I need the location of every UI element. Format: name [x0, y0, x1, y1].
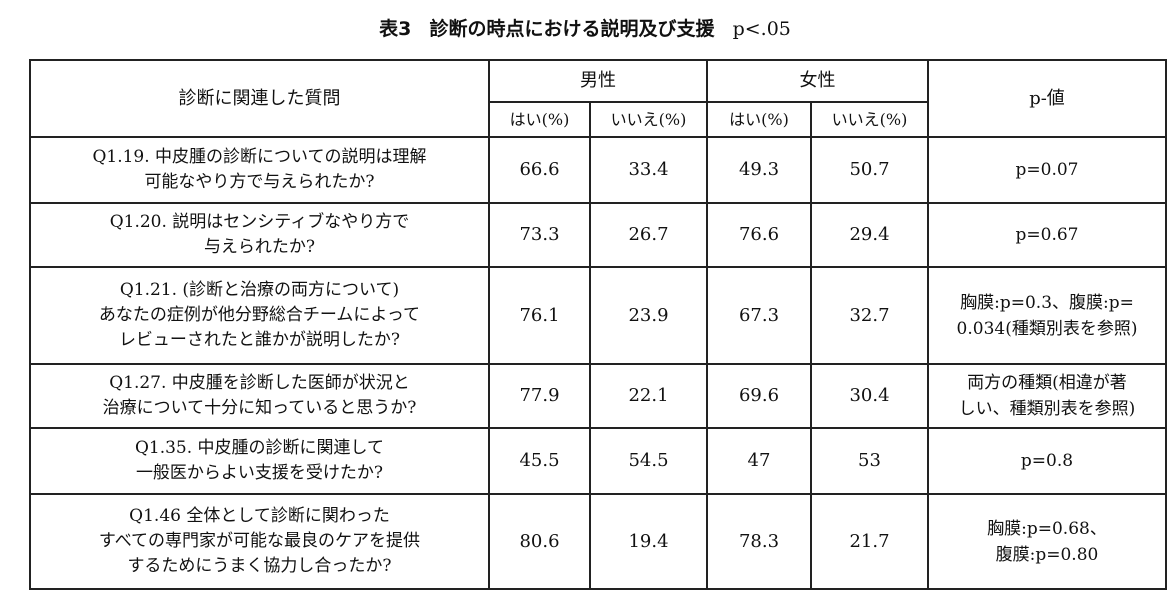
- table-row: Q1.19. 中皮腫の診断についての説明は理解 可能なやり方で与えられたか? 66.…: [29, 136, 1167, 204]
- question-cell: Q1.46 全体として診断に関わったすべての専門家が可能な最良のケアを提供 するた…: [29, 493, 490, 590]
- male-yes-cell: 73.3: [488, 202, 591, 268]
- male-yes-cell: 45.5: [488, 427, 591, 495]
- table-row: Q1.21. (診断と治療の両方について) あなたの症例が他分野総合チームによって…: [29, 266, 1167, 365]
- question-line: 与えられたか?: [203, 237, 316, 257]
- table-row: Q1.27. 中皮腫を診断した医師が状況と 治療について十分に知っていると思うか?…: [29, 363, 1167, 429]
- pvalue-line: p=0.67: [1015, 225, 1079, 245]
- table-row: Q1.35. 中皮腫の診断に関連して 一般医からよい支援を受けたか? 45.5 54.…: [29, 427, 1167, 495]
- pvalue-cell: p=0.8: [927, 427, 1167, 495]
- male-no-cell: 54.5: [589, 427, 708, 495]
- title-significance: p<.05: [732, 18, 791, 40]
- pvalue-line: 胸膜:p=0.68、: [987, 518, 1107, 539]
- female-yes-cell: 47: [706, 427, 812, 495]
- question-line: 治療について十分に知っていると思うか?: [102, 398, 417, 418]
- header-female-no: いいえ(%): [810, 101, 929, 138]
- question-line: Q1.35. 中皮腫の診断に関連して: [134, 438, 385, 458]
- question-line: 可能なやり方で与えられたか?: [144, 172, 375, 192]
- male-yes-cell: 77.9: [488, 363, 591, 429]
- pvalue-line: しい、種類別表を参照): [958, 399, 1136, 419]
- female-no-cell: 21.7: [810, 493, 929, 590]
- pvalue-cell: 両方の種類(相違が著 しい、種類別表を参照): [927, 363, 1167, 429]
- header-male: 男性: [488, 59, 708, 103]
- pvalue-line: 両方の種類(相違が著: [967, 373, 1127, 393]
- male-yes-cell: 66.6: [488, 136, 591, 204]
- question-cell: Q1.19. 中皮腫の診断についての説明は理解 可能なやり方で与えられたか?: [29, 136, 490, 204]
- male-yes-cell: 76.1: [488, 266, 591, 365]
- header-male-no: いいえ(%): [589, 101, 708, 138]
- female-yes-cell: 69.6: [706, 363, 812, 429]
- male-no-cell: 22.1: [589, 363, 708, 429]
- table-row: Q1.20. 説明はセンシティブなやり方で 与えられたか? 73.3 26.7 76.6…: [29, 202, 1167, 268]
- header-female-yes: はい(%): [706, 101, 812, 138]
- table-row: Q1.46 全体として診断に関わったすべての専門家が可能な最良のケアを提供 するた…: [29, 493, 1167, 590]
- pvalue-line: 胸膜:p=0.3、腹膜:p=: [960, 292, 1134, 313]
- title-label: 表3: [379, 18, 412, 40]
- pvalue-cell: p=0.07: [927, 136, 1167, 204]
- question-line: レビューされたと誰かが説明したか?: [118, 330, 401, 350]
- female-no-cell: 32.7: [810, 266, 929, 365]
- question-line: Q1.21. (診断と治療の両方について): [119, 280, 400, 300]
- female-yes-cell: 49.3: [706, 136, 812, 204]
- question-line: すべての専門家が可能な最良のケアを提供: [98, 531, 421, 551]
- header-pvalue: p-値: [927, 59, 1167, 138]
- question-cell: Q1.27. 中皮腫を診断した医師が状況と 治療について十分に知っていると思うか?: [29, 363, 490, 429]
- female-no-cell: 53: [810, 427, 929, 495]
- female-no-cell: 50.7: [810, 136, 929, 204]
- pvalue-cell: p=0.67: [927, 202, 1167, 268]
- question-line: Q1.27. 中皮腫を診断した医師が状況と: [109, 373, 410, 393]
- header-question: 診断に関連した質問: [29, 59, 490, 138]
- male-no-cell: 19.4: [589, 493, 708, 590]
- pvalue-line: 0.034(種類別表を参照): [956, 318, 1138, 339]
- female-yes-cell: 67.3: [706, 266, 812, 365]
- female-no-cell: 29.4: [810, 202, 929, 268]
- pvalue-cell: 胸膜:p=0.68、 腹膜:p=0.80: [927, 493, 1167, 590]
- question-line: するためにうまく協力し合ったか?: [127, 556, 392, 576]
- header-female: 女性: [706, 59, 929, 103]
- pvalue-line: p=0.07: [1015, 160, 1079, 180]
- female-yes-cell: 76.6: [706, 202, 812, 268]
- table-body: Q1.19. 中皮腫の診断についての説明は理解 可能なやり方で与えられたか? 66.…: [29, 136, 1167, 590]
- question-line: Q1.19. 中皮腫の診断についての説明は理解: [92, 147, 427, 167]
- female-no-cell: 30.4: [810, 363, 929, 429]
- question-line: あなたの症例が他分野総合チームによって: [98, 305, 421, 325]
- header-male-yes: はい(%): [488, 101, 591, 138]
- pvalue-line: p=0.8: [1020, 451, 1074, 471]
- pvalue-cell: 胸膜:p=0.3、腹膜:p= 0.034(種類別表を参照): [927, 266, 1167, 365]
- male-no-cell: 26.7: [589, 202, 708, 268]
- female-yes-cell: 78.3: [706, 493, 812, 590]
- question-cell: Q1.20. 説明はセンシティブなやり方で 与えられたか?: [29, 202, 490, 268]
- results-table: 診断に関連した質問 男性 女性 p-値 はい(%) いいえ(%) はい(%) い…: [29, 59, 1167, 590]
- pvalue-line: 腹膜:p=0.80: [995, 544, 1099, 565]
- male-yes-cell: 80.6: [488, 493, 591, 590]
- question-line: Q1.20. 説明はセンシティブなやり方で: [109, 212, 410, 232]
- male-no-cell: 33.4: [589, 136, 708, 204]
- question-line: Q1.46 全体として診断に関わった: [129, 506, 390, 526]
- male-no-cell: 23.9: [589, 266, 708, 365]
- table-title: 表3 診断の時点における説明及び支援 p<.05: [0, 14, 1170, 41]
- question-cell: Q1.35. 中皮腫の診断に関連して 一般医からよい支援を受けたか?: [29, 427, 490, 495]
- question-cell: Q1.21. (診断と治療の両方について) あなたの症例が他分野総合チームによって…: [29, 266, 490, 365]
- title-heading: 診断の時点における説明及び支援: [429, 18, 715, 40]
- question-line: 一般医からよい支援を受けたか?: [135, 463, 384, 483]
